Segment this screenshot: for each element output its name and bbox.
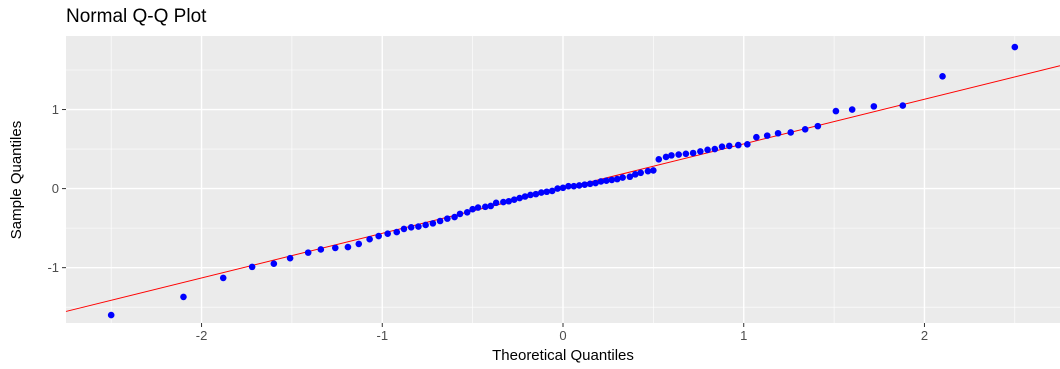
data-point bbox=[429, 220, 437, 227]
data-point bbox=[500, 198, 507, 206]
y-tick-label: 1 bbox=[52, 102, 59, 117]
data-point bbox=[510, 196, 518, 203]
data-point bbox=[718, 143, 726, 150]
data-point bbox=[626, 173, 634, 181]
data-point bbox=[451, 213, 458, 221]
data-point bbox=[899, 102, 907, 109]
data-point bbox=[317, 246, 325, 253]
chart-title: Normal Q-Q Plot bbox=[66, 6, 207, 27]
data-point bbox=[456, 210, 464, 218]
data-point bbox=[870, 103, 878, 110]
data-point bbox=[481, 203, 489, 211]
data-point bbox=[763, 132, 771, 139]
data-point bbox=[704, 146, 711, 154]
x-axis: -2 -1 0 1 2 bbox=[196, 323, 928, 343]
data-point bbox=[366, 235, 373, 243]
data-point bbox=[463, 209, 471, 216]
data-point bbox=[575, 182, 583, 189]
y-axis-title: Sample Quantiles bbox=[8, 121, 25, 239]
data-point bbox=[662, 153, 670, 161]
data-point bbox=[487, 202, 495, 210]
x-tick-label: 1 bbox=[740, 328, 747, 343]
data-point bbox=[554, 185, 561, 192]
data-point bbox=[219, 274, 227, 282]
x-tick-label: 2 bbox=[921, 328, 928, 343]
data-point bbox=[304, 249, 312, 256]
data-point bbox=[532, 190, 540, 198]
data-point bbox=[631, 171, 639, 178]
data-point bbox=[848, 106, 856, 113]
data-point bbox=[355, 240, 363, 248]
data-point bbox=[375, 232, 382, 240]
data-point bbox=[613, 175, 621, 183]
data-point bbox=[415, 223, 422, 230]
data-point bbox=[422, 221, 429, 229]
data-point bbox=[331, 244, 339, 252]
data-point bbox=[543, 188, 551, 196]
data-point bbox=[384, 230, 391, 237]
data-point bbox=[597, 178, 605, 185]
data-point bbox=[505, 197, 513, 205]
data-point bbox=[801, 125, 809, 133]
data-point bbox=[939, 73, 946, 80]
data-point bbox=[521, 193, 529, 200]
data-point bbox=[570, 182, 578, 190]
data-point bbox=[637, 169, 645, 177]
data-point bbox=[650, 167, 657, 174]
data-point bbox=[592, 179, 599, 187]
data-point bbox=[516, 194, 523, 202]
data-point bbox=[586, 180, 594, 188]
x-tick-label: -1 bbox=[376, 328, 388, 343]
y-tick-label: -1 bbox=[47, 260, 59, 275]
data-point bbox=[286, 254, 294, 262]
data-point bbox=[744, 141, 751, 148]
data-point bbox=[619, 174, 626, 181]
data-point bbox=[436, 217, 444, 225]
data-point bbox=[180, 293, 187, 301]
data-point bbox=[735, 141, 742, 149]
data-point bbox=[548, 187, 556, 195]
data-point bbox=[711, 145, 719, 153]
data-point bbox=[527, 191, 534, 199]
data-point bbox=[538, 189, 545, 196]
data-point bbox=[832, 107, 840, 115]
data-point bbox=[774, 129, 782, 137]
data-point bbox=[689, 149, 697, 157]
data-point bbox=[248, 263, 256, 271]
data-point bbox=[697, 148, 704, 155]
data-point bbox=[559, 184, 567, 192]
data-point bbox=[400, 225, 408, 233]
data-point bbox=[725, 142, 733, 150]
data-point bbox=[668, 152, 675, 159]
data-point bbox=[492, 199, 500, 207]
x-tick-label: 0 bbox=[559, 328, 566, 343]
data-point bbox=[1011, 43, 1019, 51]
data-point bbox=[644, 167, 652, 175]
data-point bbox=[603, 177, 610, 184]
data-point bbox=[753, 133, 760, 141]
data-point bbox=[608, 176, 616, 184]
data-point bbox=[682, 150, 690, 158]
data-point bbox=[444, 215, 451, 222]
data-points bbox=[107, 43, 1019, 319]
data-point bbox=[814, 122, 822, 130]
x-tick-label: -2 bbox=[196, 328, 208, 343]
y-tick-label: 0 bbox=[52, 181, 59, 196]
data-point bbox=[565, 182, 572, 190]
data-point bbox=[469, 205, 476, 213]
data-point bbox=[787, 129, 795, 136]
data-point bbox=[407, 224, 415, 231]
data-point bbox=[270, 260, 278, 268]
data-point bbox=[107, 311, 115, 319]
x-axis-title: Theoretical Quantiles bbox=[492, 347, 634, 364]
data-point bbox=[393, 228, 401, 236]
data-point bbox=[655, 156, 663, 163]
data-point bbox=[474, 204, 482, 211]
data-point bbox=[581, 181, 588, 188]
data-point bbox=[344, 243, 352, 251]
data-point bbox=[675, 151, 682, 158]
y-axis: -1 0 1 bbox=[47, 102, 66, 275]
